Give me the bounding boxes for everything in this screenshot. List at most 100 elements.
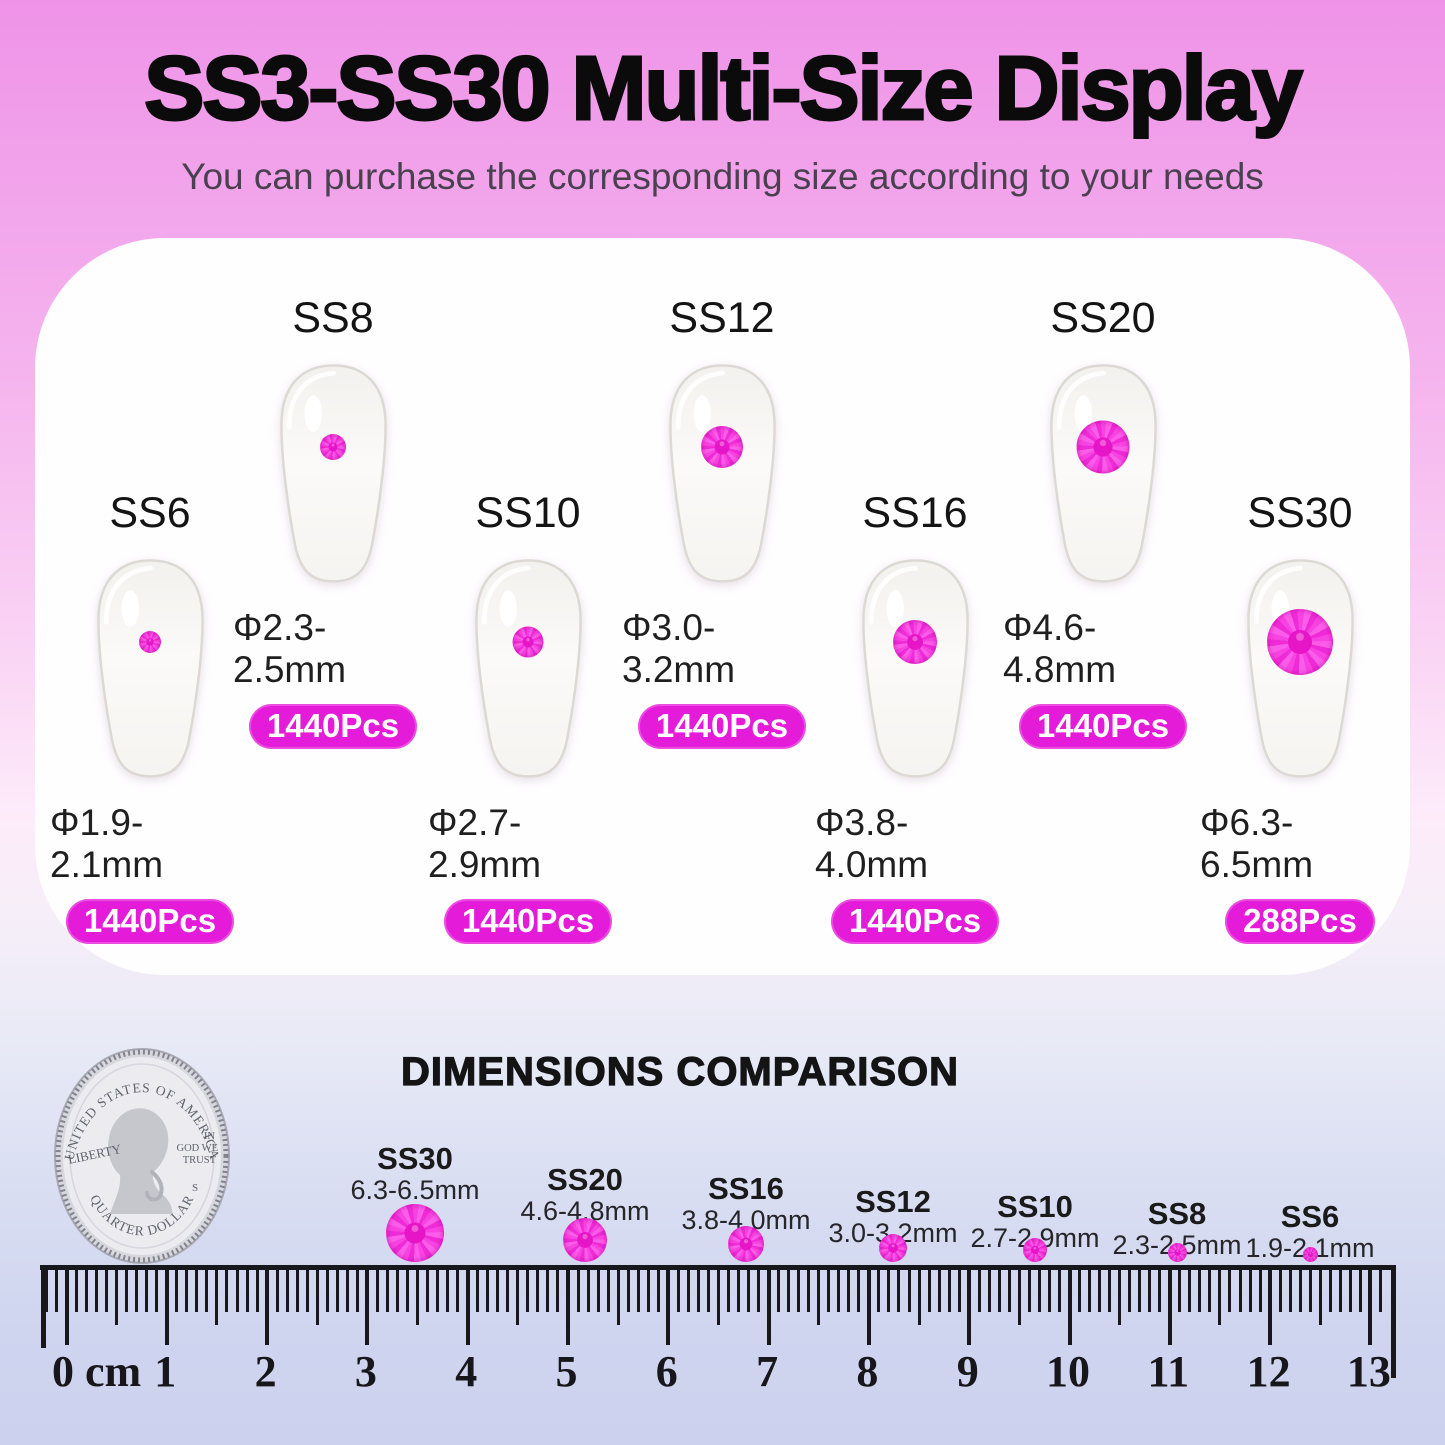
quantity-badge: 288Pcs: [1225, 899, 1375, 944]
comparison-size-name: SS12: [855, 1184, 931, 1219]
nail-size-label: SS12: [669, 294, 775, 342]
nail-shine-highlight: [121, 590, 139, 628]
ruler-tick: [1378, 1268, 1382, 1312]
ruler-tick: [235, 1268, 239, 1312]
rhinestone: [1267, 609, 1333, 676]
ruler-tick: [315, 1268, 319, 1325]
ruler-tick: [787, 1268, 791, 1312]
ruler-tick: [1188, 1268, 1192, 1312]
comparison-rhinestone: [1302, 1247, 1318, 1262]
nail-size-column: SS8 Φ2.3-2.5mm 1440Pcs: [233, 294, 433, 749]
nail-size-column: SS12 Φ3.0-3.2mm 1440Pcs: [622, 294, 822, 749]
ruler-tick: [827, 1268, 831, 1312]
comparison-rhinestone: [1023, 1238, 1047, 1262]
rhinestone: [320, 434, 346, 461]
ruler-tick: [1298, 1268, 1302, 1312]
quantity-badge: 1440Pcs: [65, 899, 235, 944]
nail-size-column: SS16 Φ3.8-4.0mm 1440Pcs: [815, 489, 1015, 944]
ruler-tick: [977, 1268, 981, 1312]
nail-size-column: SS6 Φ1.9-2.1mm 1440Pcs: [50, 489, 250, 944]
nail-tip-image: [655, 350, 790, 591]
ruler-tick: [636, 1268, 640, 1312]
ruler-tick: [245, 1268, 249, 1312]
ruler-tick: [1238, 1268, 1242, 1312]
ruler-tick: [1148, 1268, 1152, 1312]
rhinestone: [139, 631, 161, 654]
ruler-tick: [586, 1268, 590, 1312]
comparison-size-name: SS30: [377, 1141, 453, 1176]
ruler-tick: [155, 1268, 159, 1312]
nail-size-column: SS30 Φ6.3-6.5mm 288Pcs: [1200, 489, 1400, 944]
nail-shine-highlight: [499, 590, 517, 628]
ruler-tick: [566, 1268, 570, 1345]
ruler-tick: [807, 1268, 811, 1312]
ruler-tick: [847, 1268, 851, 1312]
ruler-tick: [656, 1268, 660, 1312]
ruler-tick: [716, 1268, 720, 1325]
ruler-tick: [426, 1268, 430, 1312]
washington-profile: [108, 1108, 173, 1214]
ruler-tick: [265, 1268, 270, 1345]
comparison-label-block: SS16 3.8-4.0mm: [661, 1172, 831, 1237]
coin-motto-line3: TRUST: [183, 1155, 217, 1166]
quantity-badge: 1440Pcs: [1018, 704, 1188, 749]
ruler-tick: [817, 1268, 821, 1325]
diameter-label: Φ3.0-3.2mm: [622, 607, 736, 691]
nail-size-label: SS16: [862, 489, 968, 537]
coin-motto-line1: IN: [204, 1131, 215, 1142]
ruler-tick: [877, 1268, 881, 1312]
ruler-tick: [54, 1268, 58, 1312]
ruler-tick: [897, 1268, 901, 1312]
ruler-number: 5: [555, 1347, 578, 1396]
ruler-tick: [416, 1268, 420, 1325]
ruler-tick: [696, 1268, 700, 1312]
ruler-tick: [446, 1268, 450, 1312]
nail-tip-image: [461, 545, 596, 786]
diameter-label: Φ6.3-6.5mm: [1200, 802, 1314, 886]
ruler-tick: [41, 1268, 46, 1348]
nail-size-label: SS8: [292, 294, 374, 342]
ruler-number: 10: [1046, 1347, 1090, 1396]
comparison-rhinestone: [879, 1234, 907, 1262]
nail-shine-highlight: [304, 395, 322, 433]
ruler-tick: [937, 1268, 941, 1312]
ruler-tick: [135, 1268, 139, 1312]
ruler-tick: [706, 1268, 710, 1312]
ruler-tick: [1268, 1268, 1273, 1345]
ruler-tick: [506, 1268, 510, 1312]
comparison-size-name: SS20: [547, 1162, 623, 1197]
ruler-tick: [536, 1268, 540, 1312]
ruler-tick: [1078, 1268, 1082, 1312]
ruler-tick: [295, 1268, 299, 1312]
nail-size-label: SS6: [109, 489, 191, 537]
ruler-tick: [1258, 1268, 1262, 1312]
comparison-rhinestone: [563, 1218, 607, 1262]
ruler-number: 3: [354, 1347, 377, 1396]
nail-size-label: SS10: [475, 489, 581, 537]
ruler-tick: [1368, 1268, 1373, 1345]
ruler-tick: [255, 1268, 259, 1312]
ruler-tick: [1047, 1268, 1051, 1312]
ruler-tick: [866, 1268, 871, 1345]
coin-mint-mark: S: [192, 1182, 198, 1194]
ruler-tick: [837, 1268, 841, 1312]
ruler-tick: [365, 1268, 370, 1345]
ruler-tick: [957, 1268, 961, 1312]
ruler-number: 2: [254, 1347, 277, 1396]
rhinestone: [701, 426, 743, 469]
ruler-number: 8: [856, 1347, 879, 1396]
ruler-tick: [1037, 1268, 1041, 1312]
ruler-tick: [325, 1268, 329, 1312]
nail-shine-highlight: [886, 590, 904, 628]
ruler-number: 4: [455, 1347, 478, 1396]
ruler-tick: [476, 1268, 480, 1312]
ruler-tick: [125, 1268, 129, 1312]
ruler-tick: [686, 1268, 690, 1312]
rhinestone: [1076, 420, 1130, 474]
ruler-tick: [1057, 1268, 1061, 1312]
ruler-tick: [64, 1268, 69, 1345]
ruler-tick: [917, 1268, 921, 1325]
ruler-tick: [175, 1268, 179, 1312]
ruler-tick: [305, 1268, 309, 1312]
ruler-tick: [465, 1268, 470, 1345]
